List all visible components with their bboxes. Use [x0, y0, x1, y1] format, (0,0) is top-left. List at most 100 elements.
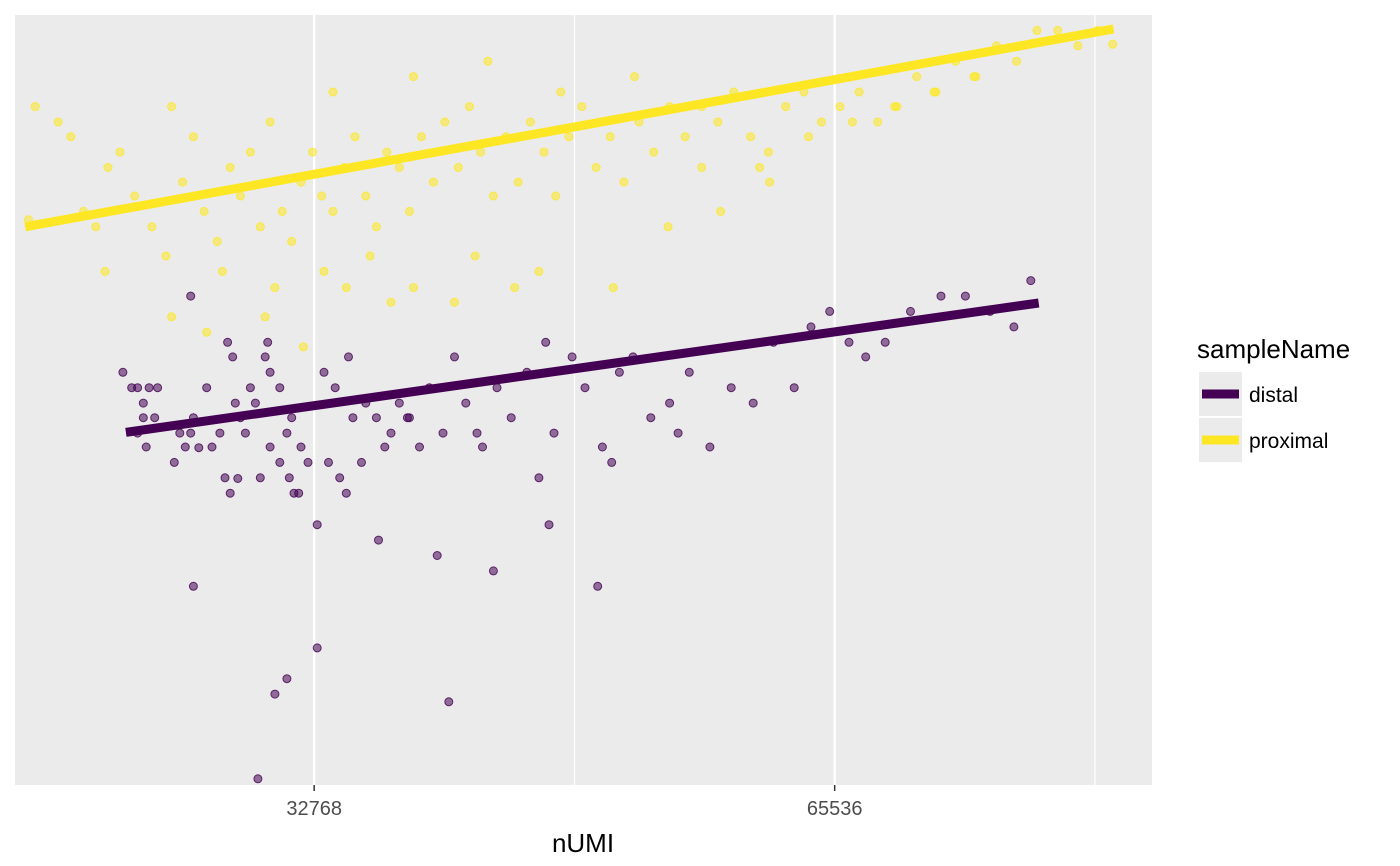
proximal-point: [361, 191, 371, 201]
distal-point: [233, 474, 243, 483]
proximal-point: [697, 163, 707, 172]
legend-label-distal: distal: [1249, 384, 1298, 407]
proximal-point: [513, 177, 523, 187]
distal-point: [492, 383, 502, 393]
distal-point: [665, 398, 675, 408]
x-axis-title: nUMI: [552, 828, 614, 858]
proximal-point: [328, 87, 338, 97]
distal-point: [186, 291, 196, 301]
proximal-point: [365, 251, 375, 261]
proximal-point: [1032, 25, 1042, 35]
x-tick-label: 65536: [807, 798, 863, 820]
distal-point: [374, 535, 383, 545]
distal-point: [936, 291, 946, 301]
distal-point: [215, 428, 225, 438]
proximal-point: [763, 147, 773, 157]
distal-point: [250, 398, 260, 408]
distal-point: [402, 413, 412, 423]
distal-point: [150, 413, 160, 423]
proximal-point: [804, 132, 814, 142]
proximal-point: [630, 72, 639, 82]
proximal-point: [619, 177, 629, 187]
proximal-point: [260, 312, 270, 322]
proximal-point: [465, 102, 474, 112]
proximal-point: [130, 191, 140, 201]
proximal-point: [317, 191, 327, 201]
proximal-point: [66, 132, 76, 142]
distal-point: [202, 383, 212, 393]
proximal-point: [663, 222, 673, 232]
proximal-point: [428, 177, 438, 187]
proximal-point: [873, 117, 883, 127]
proximal-point: [386, 297, 396, 307]
proximal-point: [103, 163, 113, 172]
distal-point: [223, 337, 233, 347]
distal-point: [296, 442, 306, 452]
distal-point: [488, 566, 498, 576]
legend: sampleName distal proximal: [1197, 334, 1350, 462]
distal-point: [789, 383, 799, 393]
distal-point: [478, 442, 487, 452]
distal-point: [138, 413, 148, 423]
distal-point: [597, 442, 607, 452]
data-points: [24, 25, 1118, 784]
x-tick-label: 32768: [286, 798, 342, 820]
proximal-point: [781, 102, 791, 112]
proximal-point: [564, 132, 574, 142]
proximal-point: [1108, 39, 1118, 49]
proximal-point: [371, 222, 381, 232]
proximal-point: [147, 222, 157, 232]
proximal-point: [835, 102, 845, 112]
proximal-point: [328, 206, 338, 216]
proximal-point: [217, 266, 227, 276]
distal-point: [673, 428, 683, 438]
distal-point: [180, 442, 190, 452]
proximal-point: [483, 56, 493, 66]
proximal-point: [225, 163, 235, 172]
distal-point: [118, 367, 128, 377]
distal-point: [726, 383, 736, 393]
proximal-point: [854, 87, 864, 97]
proximal-point: [409, 283, 418, 293]
proximal-point: [476, 147, 486, 157]
legend-entries: distal proximal: [1199, 372, 1328, 462]
fit-lines: [24, 24, 1115, 437]
distal-point: [344, 352, 353, 362]
distal-point: [245, 383, 255, 393]
distal-point: [371, 413, 381, 423]
plot-panel: [15, 15, 1152, 785]
distal-point: [282, 428, 292, 438]
proximal-point: [161, 251, 171, 261]
proximal-point: [453, 163, 463, 172]
distal-fit-line: [125, 298, 1040, 437]
distal-point: [825, 306, 835, 316]
distal-point: [567, 352, 577, 362]
distal-point: [580, 383, 590, 393]
distal-point: [144, 383, 154, 393]
proximal-point: [91, 222, 101, 232]
distal-point: [141, 442, 151, 452]
proximal-point: [178, 177, 188, 187]
proximal-point: [450, 297, 459, 307]
distal-point: [330, 383, 340, 393]
distal-point: [194, 443, 204, 453]
distal-point: [294, 488, 304, 498]
distal-point: [684, 367, 694, 377]
proximal-point: [755, 163, 765, 172]
proximal-point: [551, 191, 561, 201]
distal-point: [312, 520, 322, 530]
distal-point: [432, 551, 442, 560]
distal-point: [386, 428, 396, 438]
proximal-point: [167, 102, 177, 112]
proximal-point: [199, 206, 209, 216]
proximal-point: [510, 283, 520, 293]
proximal-point: [1073, 41, 1083, 51]
distal-point: [335, 473, 345, 483]
proximal-point: [404, 206, 414, 216]
distal-point: [438, 428, 448, 438]
distal-point: [614, 367, 624, 377]
proximal-point: [534, 266, 544, 276]
proximal-point: [100, 266, 110, 276]
distal-point: [169, 457, 179, 467]
distal-point: [253, 774, 263, 784]
